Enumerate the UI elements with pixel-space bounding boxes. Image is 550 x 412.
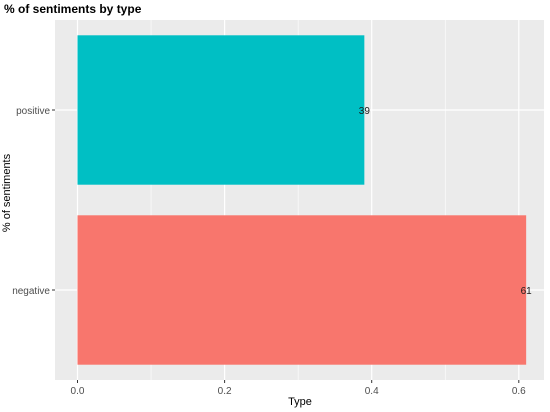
x-tick-label: 0.0 [71, 386, 85, 397]
data-label-positive: 39 [359, 106, 371, 117]
x-tick-label: 0.6 [512, 386, 526, 397]
x-tick-label: 0.4 [365, 386, 379, 397]
chart-title: % of sentiments by type [4, 2, 142, 16]
y-tick-label-positive: positive [16, 106, 50, 117]
data-label-negative: 61 [521, 286, 533, 297]
bar-positive [77, 35, 365, 185]
y-tick-label-negative: negative [12, 286, 50, 297]
x-tick-label: 0.2 [218, 386, 232, 397]
x-axis-title: Type [288, 396, 312, 408]
bar-negative [77, 215, 527, 365]
